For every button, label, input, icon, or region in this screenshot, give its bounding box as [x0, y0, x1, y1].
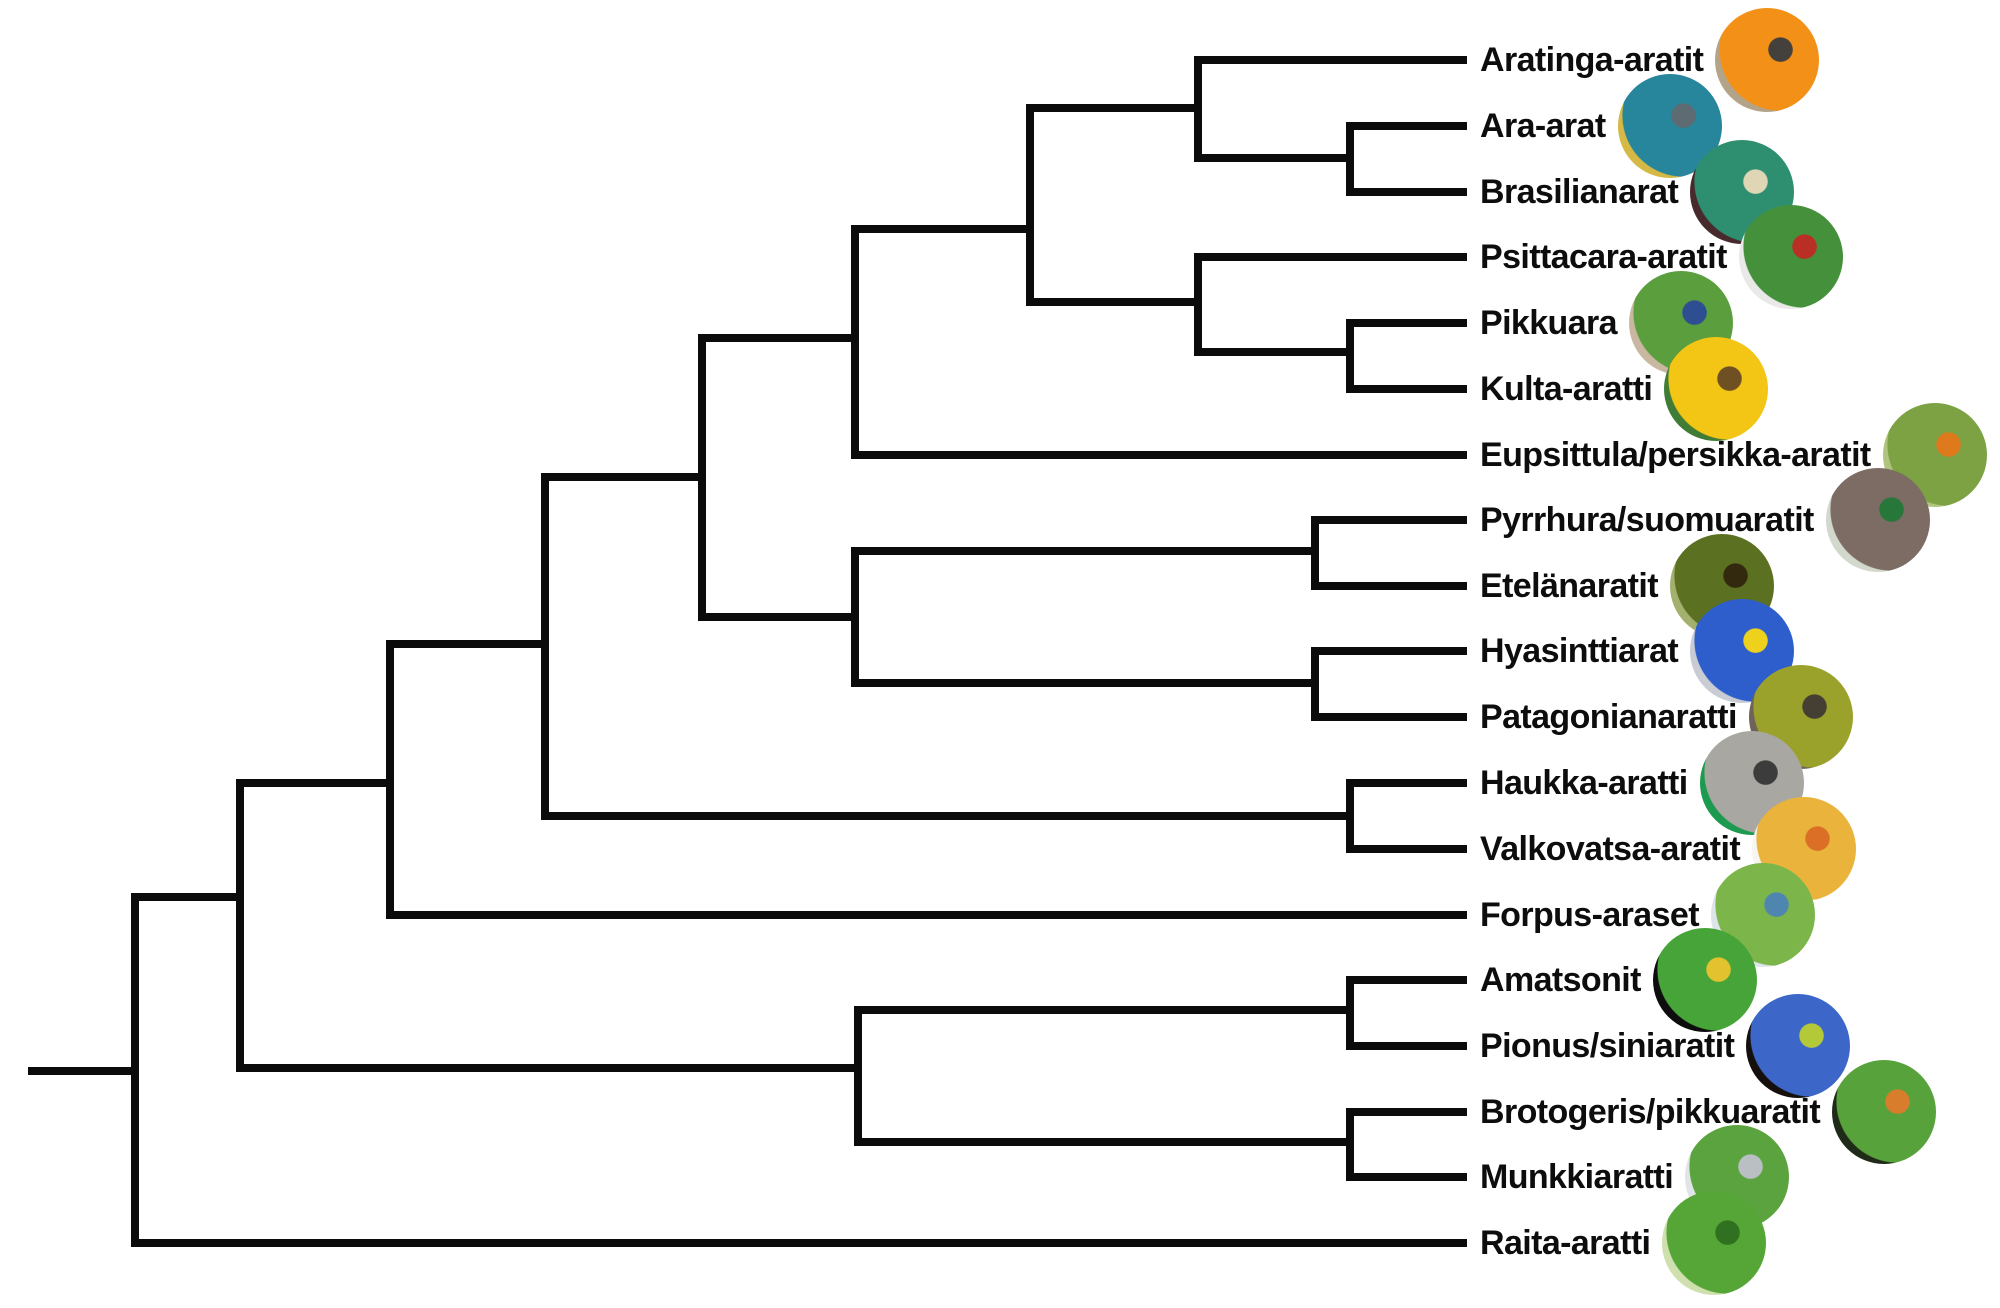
branch-vertical-clade-j — [698, 334, 706, 621]
leaf-row-psittacara-aratit: Psittacara-aratit — [1480, 205, 1843, 309]
branch-horizontal-clade-e — [851, 225, 1034, 233]
branch-vertical-clade-m — [386, 640, 394, 919]
leaf-row-pyrrhura-suomuaratit: Pyrrhura/suomuaratit — [1480, 468, 1930, 572]
leaf-row-kulta-aratti: Kulta-aratti — [1480, 337, 1769, 441]
leaf-row-brotogeris-pikkuaratit: Brotogeris/pikkuaratit — [1480, 1060, 1937, 1164]
branch-horizontal-pionus-siniaratit — [1346, 1042, 1467, 1050]
branch-vertical-clade-l — [541, 473, 549, 820]
leaf-label-etelanaratit: Etelänaratit — [1480, 567, 1659, 605]
branch-horizontal-kulta-aratti — [1346, 385, 1467, 393]
leaf-row-pionus-siniaratit: Pionus/siniaratit — [1480, 994, 1851, 1098]
branch-horizontal-pyrrhura-suomuaratit — [1311, 516, 1467, 524]
leaf-row-forpus-araset: Forpus-araset — [1480, 863, 1815, 967]
leaf-label-munkkiaratti: Munkkiaratti — [1480, 1158, 1674, 1196]
leaf-label-brotogeris-pikkuaratit: Brotogeris/pikkuaratit — [1480, 1093, 1821, 1131]
branch-horizontal-etelanaratit — [1311, 582, 1467, 590]
leaf-label-brasilianarat: Brasilianarat — [1480, 173, 1679, 211]
branch-horizontal-clade-b — [1026, 104, 1202, 112]
branch-horizontal-eupsittula-persikka-aratit — [851, 451, 1467, 459]
branch-horizontal-clade-i — [698, 613, 859, 621]
branch-vertical-root — [131, 893, 139, 1247]
branch-horizontal-hyasinttiarat — [1311, 647, 1467, 655]
leaf-row-amatsonit: Amatsonit — [1480, 928, 1757, 1032]
branch-vertical-clade-h — [1311, 647, 1319, 721]
branch-horizontal-clade-a — [1194, 154, 1354, 162]
leaf-label-eupsittula-persikka-aratit: Eupsittula/persikka-aratit — [1480, 436, 1871, 474]
branch-vertical-clade-p — [854, 1006, 862, 1146]
branch-horizontal-valkovatsa-aratit — [1346, 845, 1467, 853]
branch-horizontal-forpus-araset — [386, 911, 1467, 919]
branch-horizontal-psittacara-aratit — [1194, 253, 1467, 261]
branch-horizontal-clade-o — [854, 1138, 1354, 1146]
leaf-row-raita-aratti: Raita-aratti — [1480, 1191, 1767, 1295]
branch-horizontal-clade-g — [851, 547, 1319, 555]
leaf-row-valkovatsa-aratit: Valkovatsa-aratit — [1480, 797, 1857, 901]
branch-horizontal-clade-m — [236, 779, 394, 787]
bird-photo-icon-brotogeris-pikkuaratit — [1832, 1060, 1937, 1164]
branch-horizontal-haukka-aratti — [1346, 779, 1467, 787]
branch-horizontal-aratinga-aratit — [1194, 56, 1467, 64]
branch-horizontal-amatsonit — [1346, 976, 1467, 984]
leaf-label-kulta-aratti: Kulta-aratti — [1480, 370, 1653, 408]
branch-vertical-clade-g — [1311, 516, 1319, 590]
leaf-label-psittacara-aratit: Psittacara-aratit — [1480, 238, 1727, 276]
branch-vertical-clade-i — [851, 547, 859, 687]
branch-vertical-clade-q — [236, 779, 244, 1072]
leaf-row-aratinga-aratit: Aratinga-aratit — [1480, 8, 1820, 112]
branch-vertical-clade-n — [1346, 976, 1354, 1050]
branch-vertical-clade-o — [1346, 1108, 1354, 1181]
bird-photo-icon-raita-aratti — [1662, 1191, 1767, 1295]
branch-vertical-clade-b — [1194, 56, 1202, 162]
leaf-label-hyasinttiarat: Hyasinttiarat — [1480, 632, 1679, 670]
branch-horizontal-clade-h — [851, 679, 1319, 687]
leaf-row-ara-arat: Ara-arat — [1480, 74, 1722, 178]
leaf-label-raita-aratti: Raita-aratti — [1480, 1224, 1651, 1262]
leaf-label-patagonianaratti: Patagonianaratti — [1480, 698, 1737, 736]
branch-horizontal-brasilianarat — [1346, 188, 1467, 196]
branch-horizontal-clade-f — [698, 334, 859, 342]
bird-photo-icon-pyrrhura-suomuaratit — [1825, 468, 1930, 572]
leaf-label-amatsonit: Amatsonit — [1480, 961, 1641, 999]
bird-photo-icon-aratinga-aratit — [1715, 8, 1820, 112]
branch-horizontal-clade-c — [1194, 348, 1354, 356]
branch-vertical-clade-k — [1346, 779, 1354, 853]
branch-vertical-clade-c — [1346, 319, 1354, 393]
leaf-label-pyrrhura-suomuaratit: Pyrrhura/suomuaratit — [1480, 501, 1814, 539]
branch-horizontal-clade-k — [541, 812, 1354, 820]
branch-vertical-clade-a — [1346, 122, 1354, 196]
branch-horizontal-clade-p — [236, 1064, 862, 1072]
bird-photo-icon-pionus-siniaratit — [1746, 994, 1851, 1098]
leaf-label-pikkuara: Pikkuara — [1480, 304, 1618, 342]
branch-vertical-clade-e — [1026, 104, 1034, 306]
branch-vertical-clade-f — [851, 225, 859, 459]
branch-horizontal-patagonianaratti — [1311, 713, 1467, 721]
branch-horizontal-clade-d — [1026, 298, 1202, 306]
bird-photo-icon-amatsonit — [1652, 928, 1757, 1032]
branch-vertical-clade-d — [1194, 253, 1202, 356]
leaf-label-aratinga-aratit: Aratinga-aratit — [1480, 41, 1704, 79]
leaf-label-ara-arat: Ara-arat — [1480, 107, 1606, 145]
branch-horizontal-pikkuara — [1346, 319, 1467, 327]
branch-horizontal-ara-arat — [1346, 122, 1467, 130]
bird-photo-icon-psittacara-aratit — [1738, 205, 1843, 309]
branch-horizontal-clade-n — [854, 1006, 1354, 1014]
branch-horizontal-clade-j — [541, 473, 706, 481]
branch-horizontal-brotogeris-pikkuaratit — [1346, 1108, 1467, 1116]
leaf-label-valkovatsa-aratit: Valkovatsa-aratit — [1480, 830, 1741, 868]
branch-horizontal-munkkiaratti — [1346, 1173, 1467, 1181]
leaf-row-haukka-aratti: Haukka-aratti — [1480, 731, 1804, 835]
bird-photo-icon-kulta-aratti — [1664, 337, 1769, 441]
leaf-label-haukka-aratti: Haukka-aratti — [1480, 764, 1688, 802]
branch-horizontal-clade-l — [386, 640, 549, 648]
leaf-label-pionus-siniaratit: Pionus/siniaratit — [1480, 1027, 1735, 1065]
branch-horizontal-clade-q — [131, 893, 244, 901]
root-stub — [28, 1067, 139, 1075]
leaf-label-forpus-araset: Forpus-araset — [1480, 896, 1700, 934]
branch-horizontal-raita-aratti — [131, 1239, 1467, 1247]
